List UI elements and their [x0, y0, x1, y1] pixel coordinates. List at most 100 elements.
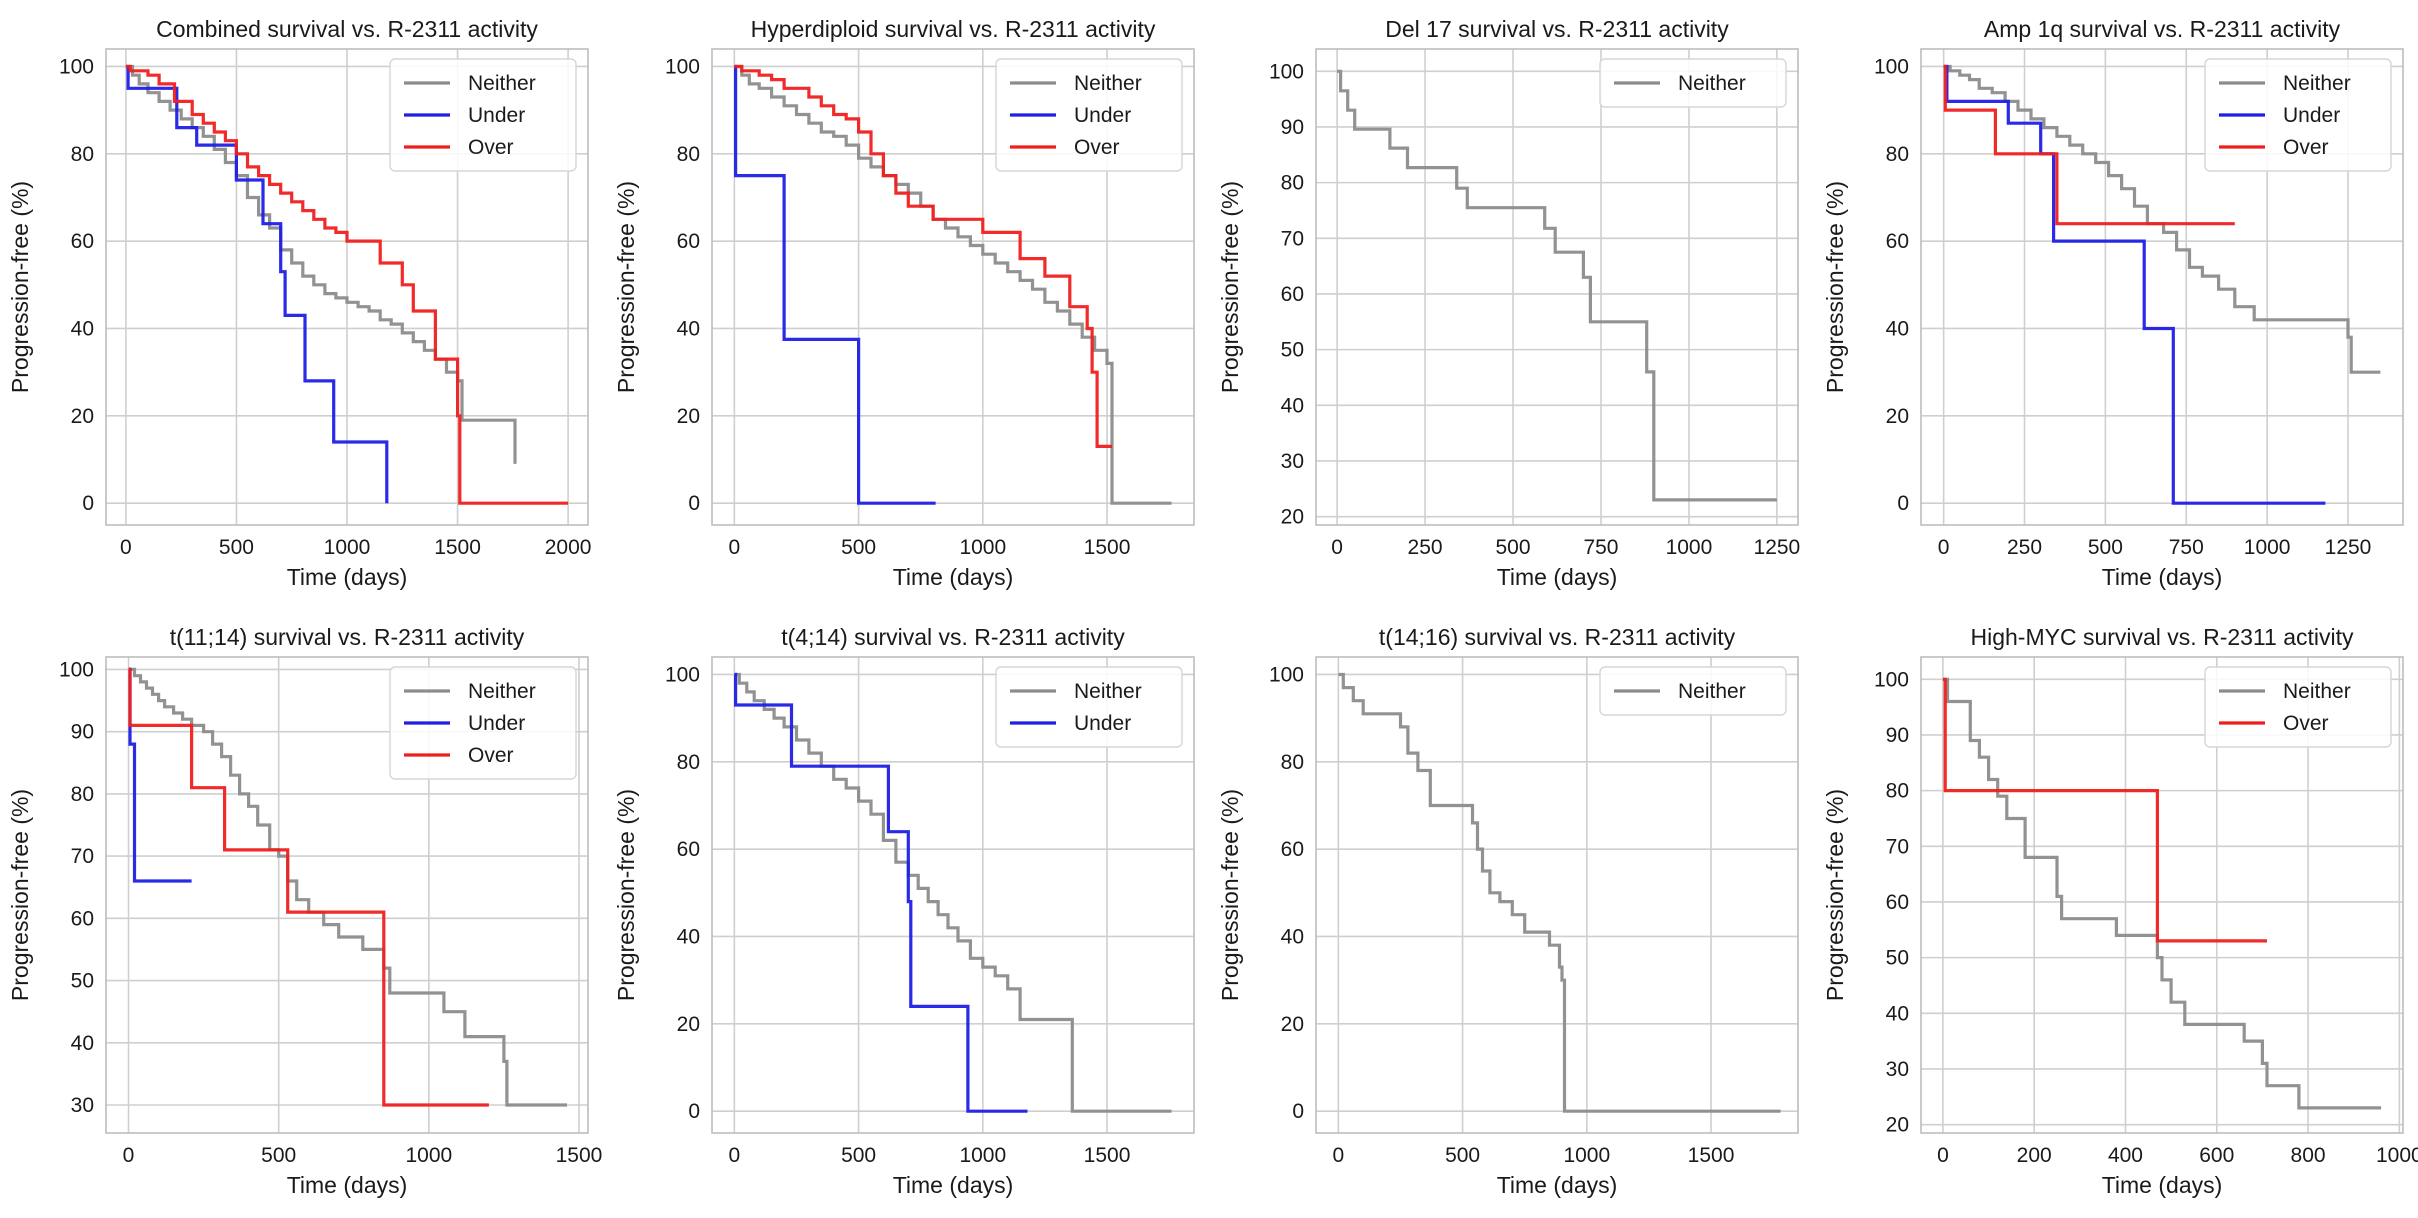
legend: Neither [1599, 666, 1787, 716]
x-tick-label: 250 [1408, 536, 1443, 559]
x-tick-label: 0 [1333, 1144, 1345, 1167]
chart-panel-6: 0 500 1000 1500 0 20 40 60 80 100 t(4;14) survival… [613, 624, 1195, 1198]
legend: Neither Under Over [389, 58, 577, 172]
x-tick-label: 0 [120, 536, 132, 559]
x-axis-label: Time (days) [2102, 1172, 2223, 1198]
legend-box [389, 58, 577, 172]
x-tick-label: 0 [1938, 536, 1950, 559]
legend-label: Over [2283, 136, 2329, 159]
chart-panel-5: 0 500 1000 1500 30 40 50 60 70 80 90 100 t(11;14) su… [7, 624, 602, 1198]
legend-label: Neither [1678, 680, 1746, 703]
x-tick-label: 750 [2169, 536, 2204, 559]
axes-frame [105, 48, 589, 526]
y-tick-label: 90 [1281, 116, 1304, 139]
x-tick-label: 400 [2108, 1144, 2143, 1167]
y-tick-label: 40 [1281, 925, 1304, 948]
y-tick-label: 60 [677, 838, 700, 861]
y-tick-label: 100 [1874, 55, 1909, 78]
legend: Neither [1599, 58, 1787, 108]
legend-label: Under [2283, 104, 2340, 127]
y-tick-label: 60 [1281, 283, 1304, 306]
legend: Neither Under [995, 666, 1183, 748]
series-line-neither [1943, 64, 2381, 374]
legend-box [389, 666, 577, 780]
series-line-over [125, 64, 569, 505]
y-tick-label: 100 [1269, 663, 1304, 686]
legend-label: Neither [1074, 680, 1142, 703]
y-tick-label: 0 [1897, 492, 1909, 515]
axes-frame [711, 48, 1195, 526]
x-axis-label: Time (days) [287, 564, 408, 590]
y-tick-label: 40 [677, 317, 700, 340]
x-tick-label: 1000 [1563, 1144, 1610, 1167]
legend-box [2204, 666, 2392, 748]
chart-title: Combined survival vs. R-2311 activity [156, 16, 538, 42]
legend-label: Neither [468, 680, 536, 703]
x-tick-label: 1000 [2244, 536, 2291, 559]
x-tick-label: 500 [2088, 536, 2123, 559]
chart-panel-7: 0 500 1000 1500 0 20 40 60 80 100 t(14;16) surviva… [1217, 624, 1799, 1198]
x-tick-label: 800 [2291, 1144, 2326, 1167]
chart-title: Hyperdiploid survival vs. R-2311 activit… [751, 16, 1156, 42]
series-line-under [734, 64, 936, 505]
x-tick-label: 500 [841, 536, 876, 559]
y-tick-label: 40 [1886, 1002, 1909, 1025]
x-tick-label: 500 [1445, 1144, 1480, 1167]
chart-panel-1: 0 500 1000 1500 2000 0 20 40 60 80 100 Combined sur… [7, 16, 591, 590]
y-tick-label: 20 [1281, 506, 1304, 529]
x-tick-label: 0 [123, 1144, 135, 1167]
y-tick-label: 20 [1886, 1114, 1909, 1137]
x-tick-label: 1000 [1666, 536, 1713, 559]
series-line-over [734, 64, 1112, 448]
x-tick-label: 0 [729, 1144, 741, 1167]
axes-frame [711, 656, 1195, 1134]
x-tick-label: 1500 [556, 1144, 603, 1167]
y-tick-label: 80 [1886, 780, 1909, 803]
axes-frame [105, 656, 589, 1134]
y-tick-label: 50 [1281, 339, 1304, 362]
x-tick-label: 1500 [1084, 536, 1131, 559]
y-tick-label: 50 [71, 970, 94, 993]
legend: Neither Under Over [995, 58, 1183, 172]
y-tick-label: 40 [677, 925, 700, 948]
y-tick-label: 80 [71, 143, 94, 166]
y-tick-label: 80 [1886, 143, 1909, 166]
y-tick-label: 20 [677, 405, 700, 428]
series-line-neither [128, 667, 567, 1107]
y-tick-label: 70 [1281, 227, 1304, 250]
y-tick-label: 80 [1281, 172, 1304, 195]
legend-label: Under [1074, 104, 1131, 127]
y-tick-label: 60 [1886, 230, 1909, 253]
legend-label: Over [2283, 712, 2329, 735]
chart-title: Del 17 survival vs. R-2311 activity [1385, 16, 1729, 42]
y-tick-label: 40 [1886, 317, 1909, 340]
x-tick-label: 1250 [1754, 536, 1801, 559]
x-tick-label: 500 [1495, 536, 1530, 559]
y-tick-label: 70 [1886, 835, 1909, 858]
legend-box [995, 58, 1183, 172]
x-tick-label: 500 [261, 1144, 296, 1167]
y-axis-label: Progression-free (%) [613, 789, 639, 1001]
chart-title: High-MYC survival vs. R-2311 activity [1970, 624, 2354, 650]
y-tick-label: 90 [71, 721, 94, 744]
x-tick-label: 1000 [959, 1144, 1006, 1167]
legend-label: Neither [2283, 680, 2351, 703]
y-axis-label: Progression-free (%) [1217, 181, 1243, 393]
legend-label: Over [1074, 136, 1120, 159]
x-axis-label: Time (days) [893, 1172, 1014, 1198]
y-axis-label: Progression-free (%) [1822, 181, 1848, 393]
series-line-under [125, 64, 389, 504]
y-tick-label: 20 [1886, 405, 1909, 428]
axes-frame [1315, 656, 1799, 1134]
y-tick-label: 70 [71, 845, 94, 868]
x-tick-label: 500 [219, 536, 254, 559]
y-tick-label: 60 [71, 907, 94, 930]
series-line-under [734, 672, 1028, 1113]
legend-label: Neither [1678, 72, 1746, 95]
legend: Neither Under Over [389, 666, 577, 780]
chart-panel-4: 0 250 500 750 1000 1250 0 20 40 60 80 100 Amp 1q sur… [1822, 16, 2404, 590]
legend-box [1599, 666, 1787, 716]
y-axis-label: Progression-free (%) [7, 789, 33, 1001]
x-tick-label: 1000 [959, 536, 1006, 559]
legend-label: Under [1074, 712, 1131, 735]
